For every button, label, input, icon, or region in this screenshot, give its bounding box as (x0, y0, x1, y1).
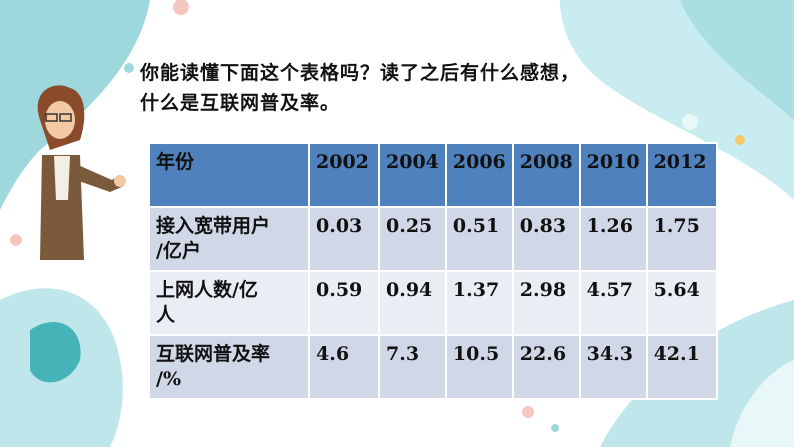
table-cell: 5.64 (645, 270, 718, 336)
data-table: 年份 2002 2004 2006 2008 2010 2012 接入宽带用户/亿户 0.03 0… (148, 142, 718, 400)
table-cell: 7.3 (378, 334, 447, 400)
table-cell: 34.3 (578, 334, 648, 400)
label-line: 互联网普及率 (156, 343, 271, 365)
teacher-illustration (37, 85, 126, 260)
header-cell: 2010 (578, 142, 648, 208)
header-cell: 2004 (378, 142, 447, 208)
label-line: 接入宽带用户 (156, 215, 271, 237)
label-line: /亿户 (156, 240, 201, 262)
row-label: 接入宽带用户/亿户 (148, 206, 310, 272)
header-row: 年份 2002 2004 2006 2008 2010 2012 (148, 142, 718, 208)
table-cell: 0.94 (378, 270, 447, 336)
table-cell: 10.5 (444, 334, 514, 400)
table-row: 接入宽带用户/亿户 0.03 0.25 0.51 0.83 1.26 1.75 (148, 206, 718, 272)
table-cell: 22.6 (511, 334, 581, 400)
header-cell: 2006 (444, 142, 514, 208)
row-label: 互联网普及率 /% (148, 334, 310, 400)
header-cell: 年份 (148, 142, 310, 208)
table-cell: 0.83 (511, 206, 581, 272)
table-cell: 0.03 (308, 206, 380, 272)
label-line: 人 (156, 304, 176, 326)
table-cell: 1.37 (444, 270, 514, 336)
table-row: 上网人数/亿人 0.59 0.94 1.37 2.98 4.57 5.64 (148, 270, 718, 336)
table-cell: 4.57 (578, 270, 648, 336)
question-line: 什么是互联网普及率。 (140, 92, 341, 114)
label-line: 上网人数/亿 (156, 279, 258, 301)
table-row: 互联网普及率 /% 4.6 7.3 10.5 22.6 34.3 42.1 (148, 334, 718, 400)
table-cell: 1.26 (578, 206, 648, 272)
label-line: /% (156, 368, 181, 390)
header-cell: 2008 (511, 142, 581, 208)
header-cell: 2012 (645, 142, 718, 208)
table-cell: 4.6 (308, 334, 380, 400)
table-cell: 0.59 (308, 270, 380, 336)
table-cell: 2.98 (511, 270, 581, 336)
table-cell: 1.75 (645, 206, 718, 272)
table-cell: 0.51 (444, 206, 514, 272)
header-cell: 2002 (308, 142, 380, 208)
row-label: 上网人数/亿人 (148, 270, 310, 336)
table-cell: 42.1 (645, 334, 718, 400)
question-line: 你能读懂下面这个表格吗？读了之后有什么感想， (140, 62, 581, 84)
table-cell: 0.25 (378, 206, 447, 272)
